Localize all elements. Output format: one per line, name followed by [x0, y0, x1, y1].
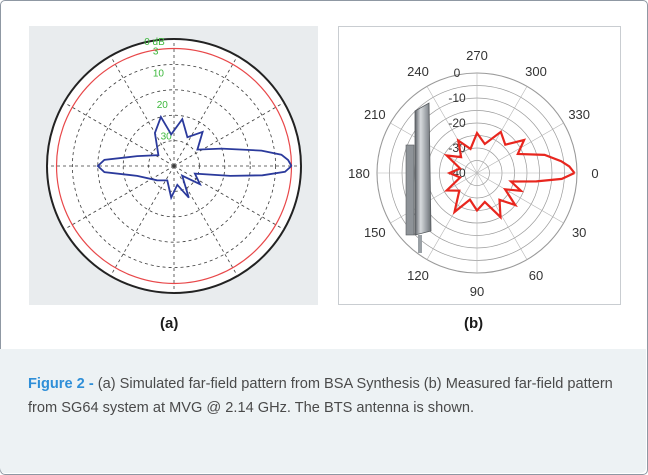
subfigure-label-a: (a) [160, 315, 179, 332]
angle-label: 150 [364, 225, 386, 240]
grid-spoke [390, 172, 478, 224]
grid-ring [97, 89, 251, 243]
radial-db-label: -40 [448, 166, 466, 180]
angle-label: 90 [470, 284, 484, 299]
grid-ring [72, 64, 276, 268]
simulated-polar-chart: 0 dB3 10 20 30 [46, 37, 302, 294]
angle-label: 300 [525, 64, 547, 79]
polar-labels: 270 300 330 0 30 60 90 120 150 180 210 240 0 -10 -20 -3… [348, 48, 598, 299]
antenna-radome [414, 102, 432, 236]
grid-spoke [476, 172, 564, 224]
radial-db-label: 20 [157, 100, 169, 111]
caption-box [0, 349, 646, 473]
antenna-connector [418, 235, 422, 253]
angle-label: 120 [407, 268, 429, 283]
radial-db-label: -20 [448, 116, 466, 130]
simulated-pattern-panel: 0 dB 3 10 20 30 [29, 26, 318, 305]
caption-figure-number: Figure 2 - [28, 376, 94, 392]
radial-db-label: 10 [153, 68, 165, 79]
angle-label: 270 [466, 48, 488, 63]
radial-db-label: 0 dB [144, 37, 165, 48]
measured-pattern-trace [443, 130, 576, 220]
angle-label: 180 [348, 166, 370, 181]
measured-pattern-panel: 270 300 330 0 30 60 90 120 150 180 210 240 0 -10 -20 -3… [338, 26, 621, 305]
subfigure-label-b: (b) [464, 315, 484, 332]
radial-db-label: 3 [153, 46, 159, 57]
angle-label: 240 [407, 64, 429, 79]
angle-label: 0 [591, 166, 598, 181]
grid-spoke [426, 172, 478, 260]
radial-db-label: 0 [454, 66, 461, 80]
grid-spoke [426, 86, 478, 174]
angle-label: 330 [568, 107, 590, 122]
figure-caption: Figure 2 - (a) Simulated far-field patte… [28, 372, 626, 420]
grid-spoke [390, 122, 478, 174]
radial-db-label: 30 [161, 131, 173, 142]
angle-label: 210 [364, 107, 386, 122]
radial-db-label: -10 [448, 91, 466, 105]
angle-label: 30 [572, 225, 586, 240]
measured-polar-chart: 270 300 330 0 30 60 90 120 150 180 210 240 0 -10 -20 -3… [348, 48, 598, 299]
radial-db-label: -30 [448, 141, 466, 155]
grid-spoke [476, 172, 528, 260]
bts-antenna-image [405, 102, 432, 253]
simulated-pattern-trace [96, 114, 293, 201]
angle-label: 60 [529, 268, 543, 283]
antenna-bracket [405, 144, 415, 236]
polar-grid [47, 39, 301, 293]
caption-text: (a) Simulated far-field pattern from BSA… [28, 376, 613, 416]
grid-spoke [476, 86, 528, 174]
radial-labels: 0 dB3 10 20 30 [144, 37, 172, 143]
